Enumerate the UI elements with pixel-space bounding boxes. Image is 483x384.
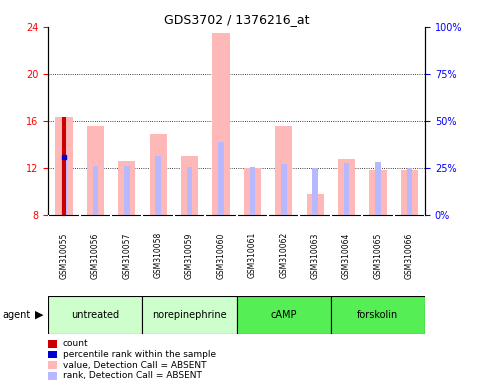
Bar — [150, 134, 167, 215]
Bar — [344, 163, 349, 215]
Bar — [48, 296, 142, 334]
Text: agent: agent — [2, 310, 30, 320]
Text: GSM310063: GSM310063 — [311, 232, 320, 278]
Text: GSM310055: GSM310055 — [59, 232, 69, 278]
Text: norepinephrine: norepinephrine — [152, 310, 227, 320]
Bar — [375, 162, 381, 215]
Bar — [331, 296, 425, 334]
Bar — [181, 156, 198, 215]
Text: GSM310060: GSM310060 — [216, 232, 226, 278]
Text: ▶: ▶ — [35, 310, 43, 320]
Text: GSM310059: GSM310059 — [185, 232, 194, 278]
Bar — [124, 166, 129, 215]
Text: GSM310057: GSM310057 — [122, 232, 131, 278]
Bar — [61, 159, 67, 215]
Text: untreated: untreated — [71, 310, 119, 320]
Text: GSM310064: GSM310064 — [342, 232, 351, 278]
Text: GSM310061: GSM310061 — [248, 232, 257, 278]
Bar — [87, 126, 104, 215]
Bar — [62, 118, 66, 215]
Bar — [118, 161, 135, 215]
Bar — [281, 164, 286, 215]
Bar — [250, 167, 255, 215]
Bar — [142, 296, 237, 334]
Text: cAMP: cAMP — [270, 310, 297, 320]
Bar — [313, 168, 318, 215]
Bar — [213, 33, 229, 215]
Text: GSM310056: GSM310056 — [91, 232, 100, 278]
Bar — [401, 170, 418, 215]
Bar — [369, 170, 386, 215]
Bar — [93, 166, 98, 215]
Text: forskolin: forskolin — [357, 310, 398, 320]
Text: count: count — [63, 339, 88, 348]
Title: GDS3702 / 1376216_at: GDS3702 / 1376216_at — [164, 13, 310, 26]
Bar — [275, 126, 292, 215]
Text: GSM310065: GSM310065 — [373, 232, 383, 278]
Bar — [307, 194, 324, 215]
Bar — [407, 168, 412, 215]
Text: GSM310066: GSM310066 — [405, 232, 414, 278]
Bar — [237, 296, 331, 334]
Bar — [338, 159, 355, 215]
Text: value, Detection Call = ABSENT: value, Detection Call = ABSENT — [63, 361, 206, 370]
Bar — [156, 156, 161, 215]
Bar — [187, 167, 192, 215]
Bar — [56, 118, 72, 215]
Text: GSM310062: GSM310062 — [279, 232, 288, 278]
Text: percentile rank within the sample: percentile rank within the sample — [63, 350, 216, 359]
Bar — [218, 142, 224, 215]
Text: rank, Detection Call = ABSENT: rank, Detection Call = ABSENT — [63, 371, 202, 381]
Bar — [244, 168, 261, 215]
Text: GSM310058: GSM310058 — [154, 232, 163, 278]
